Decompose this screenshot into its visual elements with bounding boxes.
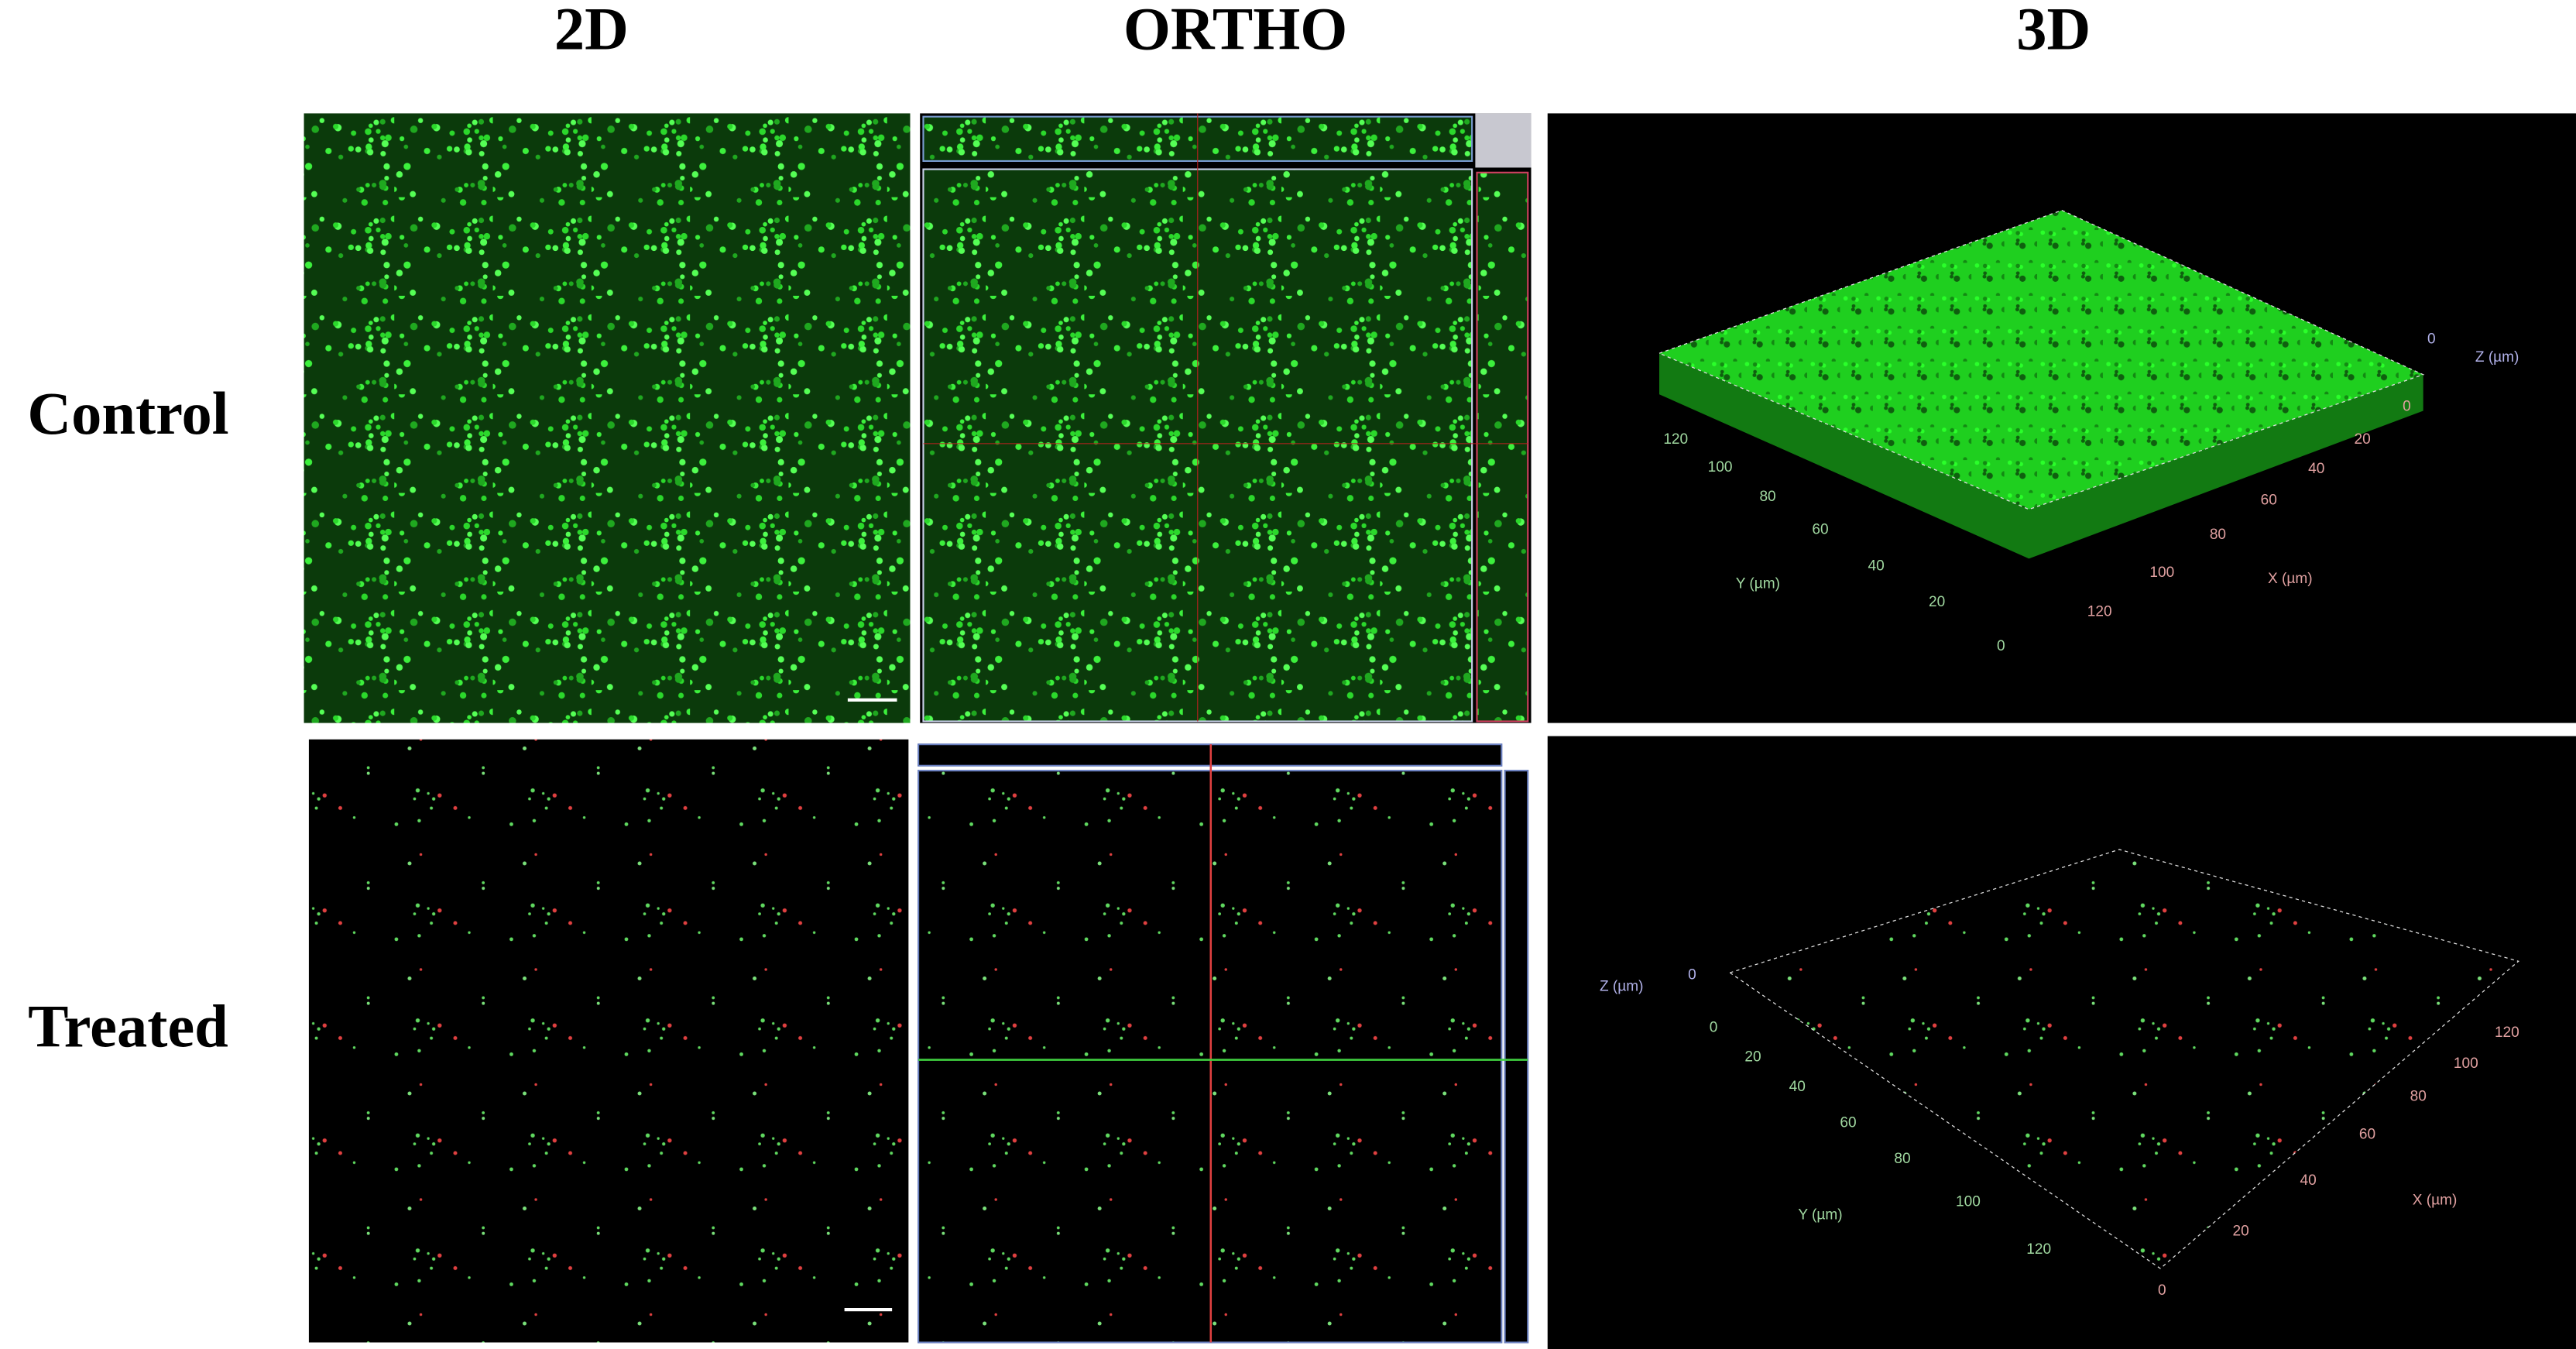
volume-top [1658,209,2425,510]
y-tick-label: 100 [1956,1193,1981,1210]
x-tick-label: 120 [2087,604,2112,620]
x-axis-label: X (µm) [2268,571,2313,587]
x-tick-label: 100 [2149,565,2174,581]
x-tick-label: 20 [2233,1224,2249,1240]
y-tick-label: 80 [1759,489,1775,505]
z-tick-label: 0 [2427,331,2436,347]
row-label: Treated [28,993,228,1060]
x-tick-label: 0 [2158,1282,2166,1299]
x-tick-label: 100 [2454,1056,2478,1072]
y-tick-label: 0 [1997,638,2005,654]
volume-floor [1728,849,2520,1269]
column-header: ORTHO [1123,0,1347,63]
x-tick-label: 60 [2359,1126,2375,1142]
column-header: 3D [2016,0,2091,63]
y-tick-label: 20 [1929,594,1945,610]
y-tick-label: 20 [1744,1049,1761,1066]
x-axis-label: X (µm) [2413,1192,2458,1208]
x-tick-label: 120 [2495,1025,2519,1041]
row-label: Control [27,379,228,447]
column-header: 2D [554,0,629,63]
y-tick-label: 120 [1663,431,1688,448]
x-tick-label: 80 [2210,527,2226,543]
x-tick-label: 40 [2300,1172,2317,1189]
y-axis-label: Y (µm) [1798,1207,1842,1223]
x-tick-label: 60 [2261,492,2277,508]
y-tick-label: 60 [1840,1115,1856,1131]
y-axis-label: Y (µm) [1736,576,1780,592]
y-tick-label: 100 [1708,459,1733,475]
y-tick-label: 80 [1894,1151,1910,1167]
y-tick-label: 40 [1868,558,1884,574]
y-tick-label: 40 [1789,1079,1806,1095]
ortho-corner [1475,113,1532,168]
z-axis-label: Z (µm) [2475,349,2519,366]
ortho-side [1504,770,1529,1344]
volume-side [1659,353,2423,559]
x-tick-label: 20 [2355,431,2371,448]
y-tick-label: 60 [1812,522,1828,538]
image-2d [304,113,911,723]
y-tick-label: 120 [2026,1241,2051,1258]
x-tick-label: 40 [2308,461,2324,477]
z-tick-label: 0 [1688,967,1696,983]
y-tick-label: 0 [1710,1019,1718,1035]
z-axis-label: Z (µm) [1600,978,1644,994]
image-2d [308,739,909,1343]
x-tick-label: 0 [2403,398,2411,414]
ortho-side [1476,171,1529,723]
x-tick-label: 80 [2410,1089,2427,1105]
